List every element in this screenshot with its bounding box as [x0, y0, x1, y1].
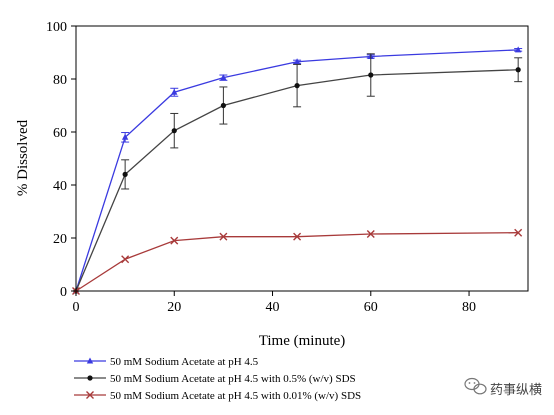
series-2 [73, 53, 523, 294]
series-line [75, 232, 519, 292]
x-tick-label: 20 [167, 300, 181, 315]
watermark-label: 药事纵横 [490, 383, 542, 398]
wechat-icon [464, 377, 487, 395]
legend-marker [86, 357, 94, 364]
plot-frame [75, 25, 529, 292]
x-tick-label: 60 [364, 300, 378, 315]
y-axis-title: % Dissolved [15, 119, 31, 196]
axes: 0 20 40 60 80 0 20 40 60 80 100 [46, 20, 529, 315]
legend-entry-3: 50 mM Sodium Acetate at pH 4.5 with 0.01… [74, 390, 361, 402]
y-tick-label: 80 [53, 73, 67, 88]
data-point [121, 255, 130, 264]
legend-entry-1: 50 mM Sodium Acetate at pH 4.5 [74, 356, 259, 368]
x-tick-label: 0 [73, 300, 80, 315]
legend-marker [87, 375, 93, 381]
y-tick-label: 0 [60, 285, 67, 300]
data-point [515, 67, 521, 73]
data-point [514, 228, 523, 237]
legend-label: 50 mM Sodium Acetate at pH 4.5 with 0.5%… [110, 373, 356, 385]
y-tick-label: 40 [53, 179, 67, 194]
data-point [122, 171, 128, 177]
data-point [368, 72, 374, 78]
legend-label: 50 mM Sodium Acetate at pH 4.5 [110, 356, 259, 368]
x-tick-label: 40 [266, 300, 280, 315]
legend-marker [86, 391, 94, 399]
data-point [171, 128, 177, 134]
data-point [121, 133, 129, 140]
data-point [219, 232, 228, 241]
data-point [170, 236, 179, 245]
data-point [220, 74, 227, 81]
legend-entry-2: 50 mM Sodium Acetate at pH 4.5 with 0.5%… [74, 373, 356, 385]
watermark: 药事纵横 [464, 377, 542, 398]
y-tick-label: 60 [53, 126, 67, 141]
data-point [171, 88, 178, 95]
data-point [294, 83, 300, 89]
y-tick-label: 100 [46, 20, 67, 35]
legend-label: 50 mM Sodium Acetate at pH 4.5 with 0.01… [110, 390, 361, 402]
x-axis-title: Time (minute) [259, 333, 346, 349]
data-point [293, 232, 302, 241]
plot-area [72, 46, 523, 295]
data-point [293, 58, 301, 65]
data-point [220, 102, 226, 109]
legend: 50 mM Sodium Acetate at pH 4.5 50 mM Sodi… [74, 356, 361, 402]
y-tick-label: 20 [53, 232, 67, 247]
x-tick-label: 80 [462, 300, 476, 315]
data-point [366, 230, 375, 239]
data-point [514, 46, 522, 53]
series-3 [72, 228, 523, 295]
